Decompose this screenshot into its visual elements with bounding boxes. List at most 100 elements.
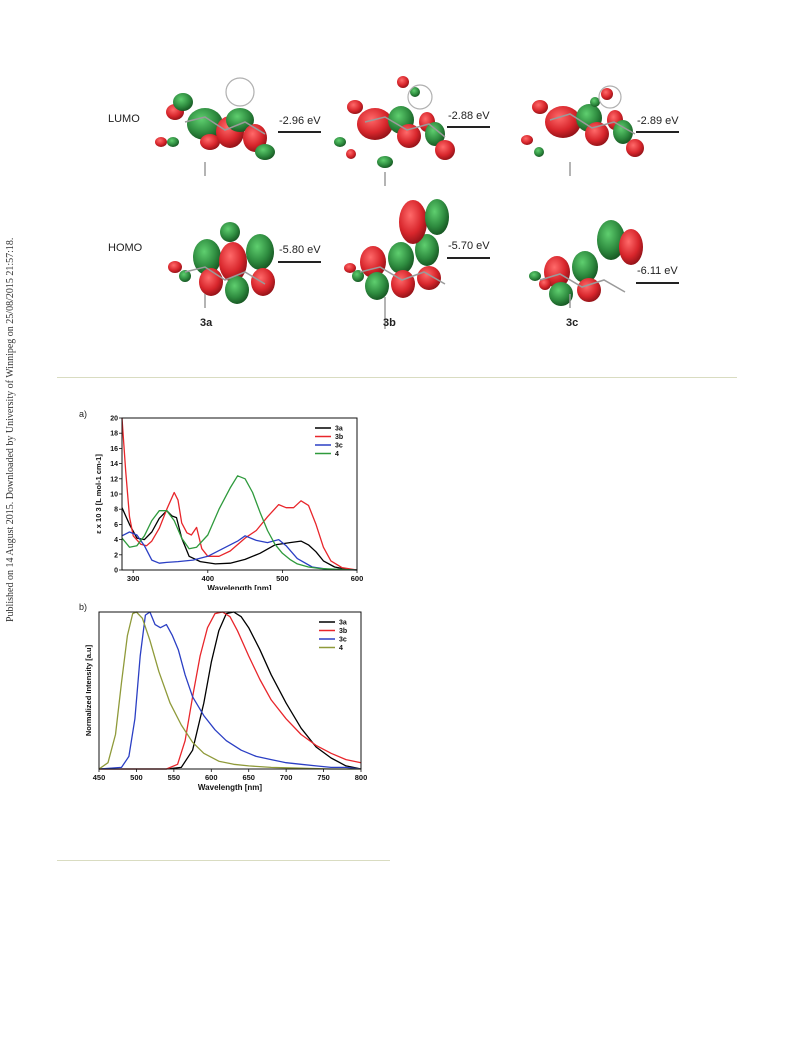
lumo-level-3c: [636, 131, 679, 133]
molecule-ring: [225, 77, 255, 107]
x-tick-label: 650: [242, 773, 255, 782]
plot-frame: [98, 611, 362, 770]
orbital-lobe: [590, 97, 600, 107]
x-tick-label: 600: [205, 773, 218, 782]
orbital-lobe: [521, 135, 533, 145]
orbital-lobe: [344, 263, 356, 273]
orbital-lobe: [334, 137, 346, 147]
orbital-lobe: [626, 139, 644, 157]
compound-label-3b: 3b: [383, 317, 396, 329]
orbital-lobe: [417, 266, 441, 290]
orbital-lobe: [613, 120, 633, 144]
orbital-lobe: [415, 234, 439, 266]
orbital-lobe: [545, 106, 581, 138]
legend-label-3b: 3b: [335, 434, 343, 441]
lumo-level-3b: [447, 126, 490, 128]
orbital-lobe: [346, 149, 356, 159]
y-tick-label: 6: [114, 522, 118, 529]
homo-level-3b: [447, 257, 490, 259]
orbital-lobe: [572, 251, 598, 283]
y-tick-label: 4: [114, 537, 118, 544]
orbital-lobe: [200, 134, 220, 150]
figure-divider-top: [57, 377, 737, 378]
legend-label-3b: 3b: [339, 628, 347, 635]
series-line-3c: [121, 531, 358, 571]
orbital-lobe: [155, 137, 167, 147]
orbital-lobe: [425, 122, 445, 146]
orbital-lobe: [168, 261, 182, 273]
series-line-3a: [121, 507, 358, 571]
x-tick-label: 400: [202, 574, 215, 583]
legend-label-3a: 3a: [335, 426, 343, 433]
orbital-lobe: [399, 200, 427, 244]
orbital-lobe: [167, 137, 179, 147]
series-line-4: [121, 475, 358, 571]
orbital-lobe: [549, 282, 573, 306]
y-axis-label: Normalized Intensity [a.u]: [84, 644, 93, 736]
x-axis-label: Wavelength [nm]: [207, 584, 271, 590]
x-tick-label: 750: [317, 773, 330, 782]
orbital-lobe: [365, 272, 389, 300]
y-tick-label: 12: [110, 476, 118, 483]
orbital-lobe: [255, 144, 275, 160]
orbital-lobe: [534, 147, 544, 157]
y-tick-label: 0: [114, 568, 118, 575]
x-axis-label: Wavelength [nm]: [198, 783, 262, 792]
orbital-lobe: [225, 276, 249, 304]
homo-energy-3a: -5.80 eV: [279, 244, 321, 256]
lumo-energy-3b: -2.88 eV: [448, 110, 490, 122]
orbital-lobe: [425, 199, 449, 235]
orbital-lobe: [388, 242, 414, 274]
orbital-figure: [155, 76, 644, 329]
compound-label-3a: 3a: [200, 317, 213, 329]
x-tick-label: 500: [276, 574, 289, 583]
y-tick-label: 2: [114, 552, 118, 559]
legend-label-4: 4: [335, 451, 339, 458]
series-line-3b: [99, 611, 362, 770]
homo-level-3c: [636, 282, 679, 284]
molecule-skeleton: [184, 266, 266, 285]
lumo-energy-3c: -2.89 eV: [637, 115, 679, 127]
x-tick-label: 450: [93, 773, 106, 782]
orbital-lobe: [187, 108, 223, 140]
orbital-lobe: [619, 229, 643, 265]
legend-label-3a: 3a: [339, 620, 347, 627]
molecule-skeleton: [539, 273, 626, 293]
absorption-chart: a) 300 400 500 600 0 2 4 6 8 10 12 14 16 18 20 Wavelengt…: [79, 409, 364, 590]
series-line-3c: [98, 611, 362, 770]
x-tick-label: 300: [127, 574, 140, 583]
publication-note: Published on 14 August 2015. Downloaded …: [5, 237, 16, 623]
lumo-label: LUMO: [108, 113, 140, 125]
homo-energy-3c: -6.11 eV: [637, 265, 678, 277]
lumo-level-3a: [278, 131, 321, 133]
y-tick-label: 20: [110, 416, 118, 423]
molecule-ring: [407, 84, 433, 110]
y-tick-label: 10: [110, 492, 118, 499]
orbital-lobe: [179, 270, 191, 282]
orbital-lobe: [577, 278, 601, 302]
orbital-lobe: [391, 270, 415, 298]
x-tick-label: 500: [130, 773, 143, 782]
series-line-3a: [99, 611, 362, 770]
orbital-lobe: [246, 234, 274, 270]
molecule-skeleton: [359, 266, 446, 285]
orbital-lobe: [597, 220, 625, 260]
y-axis-label: ε x 10 3 [L mol-1 cm-1]: [94, 454, 103, 534]
compound-label-3c: 3c: [566, 317, 579, 329]
x-tick-label: 800: [355, 773, 368, 782]
emission-chart: b) 450 500 550 600 650 700 750 800 Wavelength [nm…: [79, 602, 368, 792]
x-tick-label: 600: [351, 574, 364, 583]
orbital-lobe: [357, 108, 393, 140]
orbital-lobe: [199, 268, 223, 296]
homo-label: HOMO: [108, 242, 143, 254]
orbital-lobe: [220, 222, 240, 242]
orbital-lobe: [529, 271, 541, 281]
y-tick-label: 14: [110, 461, 118, 468]
figure-divider-bottom: [57, 860, 390, 861]
orbital-lobe: [544, 256, 570, 288]
orbital-lobe: [219, 242, 247, 282]
orbital-lobe: [347, 100, 363, 114]
y-tick-label: 16: [110, 446, 118, 453]
orbital-lobe: [410, 87, 420, 97]
orbital-lobe: [173, 93, 193, 111]
